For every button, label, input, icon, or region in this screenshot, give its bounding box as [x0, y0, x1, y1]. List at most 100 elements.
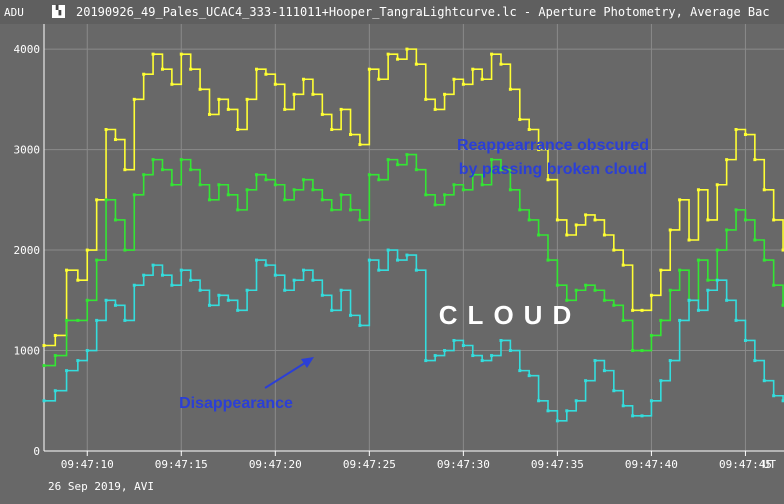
- series-green-point: [743, 218, 747, 222]
- series-cyan-point: [396, 258, 400, 262]
- series-green-point: [668, 288, 672, 292]
- series-yellow-point: [226, 107, 230, 111]
- series-cyan-point: [612, 389, 616, 393]
- series-green-point: [734, 208, 738, 212]
- series-green-point: [565, 298, 569, 302]
- series-yellow-point: [85, 248, 89, 252]
- series-yellow-point: [508, 87, 512, 91]
- series-cyan-point: [377, 268, 381, 272]
- series-green-point: [386, 158, 390, 162]
- series-green-point: [339, 193, 343, 197]
- app-icon[interactable]: ▚: [52, 5, 65, 18]
- series-cyan-point: [189, 278, 193, 282]
- series-cyan-point: [443, 349, 447, 353]
- series-cyan-point: [555, 419, 559, 423]
- series-cyan-point: [781, 399, 784, 403]
- series-green-point: [706, 278, 710, 282]
- series-yellow-point: [443, 92, 447, 96]
- series-green-point: [443, 193, 447, 197]
- series-cyan-point: [725, 298, 729, 302]
- series-yellow-point: [273, 82, 277, 86]
- window-title-bar: ▚ 20190926_49_Pales_UCAC4_333-111011+Hoo…: [0, 0, 784, 24]
- series-cyan-point: [104, 298, 108, 302]
- series-cyan-point: [142, 273, 146, 277]
- series-cyan-point: [283, 288, 287, 292]
- series-green-point: [499, 168, 503, 172]
- series-cyan-point: [198, 288, 202, 292]
- series-cyan-point: [546, 409, 550, 413]
- series-yellow-point: [405, 47, 409, 51]
- series-yellow-point: [668, 228, 672, 232]
- series-yellow-point: [179, 52, 183, 56]
- series-cyan-point: [113, 303, 117, 307]
- series-cyan-point: [461, 344, 465, 348]
- series-green-point: [772, 283, 776, 287]
- series-yellow-point: [762, 188, 766, 192]
- series-cyan-point: [151, 263, 155, 267]
- series-cyan-point: [508, 349, 512, 353]
- series-green-point: [621, 318, 625, 322]
- series-yellow-point: [696, 188, 700, 192]
- series-green-point: [311, 188, 315, 192]
- series-yellow-point: [132, 97, 136, 101]
- series-cyan-point: [593, 359, 597, 363]
- series-green-point: [142, 173, 146, 177]
- series-yellow-point: [320, 112, 324, 116]
- x-tick-label: 09:47:30: [437, 458, 490, 471]
- x-tick-label: 09:47:25: [343, 458, 396, 471]
- series-green-point: [189, 168, 193, 172]
- series-yellow-point: [659, 268, 663, 272]
- series-green-point: [255, 173, 259, 177]
- series-green-point: [678, 268, 682, 272]
- series-yellow-point: [424, 97, 428, 101]
- series-cyan-point: [762, 379, 766, 383]
- annotation-reappearance: Reappearrance obscured by passing broken …: [457, 137, 649, 178]
- series-yellow-point: [377, 77, 381, 81]
- series-green-point: [640, 349, 644, 353]
- series-yellow-point: [687, 238, 691, 242]
- series-cyan-point: [311, 278, 315, 282]
- series-cyan-point: [170, 283, 174, 287]
- series-green-point: [245, 188, 249, 192]
- series-cyan-point: [490, 354, 494, 358]
- series-yellow-point: [490, 52, 494, 56]
- footer-date-label: 26 Sep 2019, AVI: [48, 480, 154, 493]
- series-green-point: [95, 258, 99, 262]
- series-green-point: [433, 203, 437, 207]
- series-yellow-point: [725, 158, 729, 162]
- series-yellow-point: [207, 112, 211, 116]
- series-green-point: [414, 168, 418, 172]
- series-yellow-point: [245, 97, 249, 101]
- series-cyan-point: [358, 323, 362, 327]
- series-yellow-point: [189, 67, 193, 71]
- series-cyan-point: [302, 268, 306, 272]
- series-cyan-point: [734, 318, 738, 322]
- series-green-point: [358, 218, 362, 222]
- y-tick-label: 1000: [14, 345, 41, 358]
- series-green-point: [555, 283, 559, 287]
- series-cyan-point: [255, 258, 259, 262]
- series-cyan-point: [179, 268, 183, 272]
- series-cyan-point: [452, 338, 456, 342]
- series-green-point: [236, 208, 240, 212]
- series-green-point: [584, 283, 588, 287]
- series-cyan-point: [53, 389, 57, 393]
- series-green-point: [659, 318, 663, 322]
- series-yellow-point: [53, 333, 57, 337]
- series-cyan-point: [65, 369, 69, 373]
- series-green-point: [217, 183, 221, 187]
- series-yellow-point: [743, 133, 747, 137]
- series-yellow-point: [311, 92, 315, 96]
- x-tick-label: 09:47:15: [155, 458, 208, 471]
- series-yellow-point: [537, 148, 541, 152]
- x-unit-label: UT: [763, 458, 777, 471]
- series-cyan-point: [565, 409, 569, 413]
- x-tick-label: 09:47:35: [531, 458, 584, 471]
- series-green-point: [537, 233, 541, 237]
- series-green-point: [273, 183, 277, 187]
- series-green-point: [649, 333, 653, 337]
- series-cyan-point: [584, 379, 588, 383]
- series-green-point: [471, 173, 475, 177]
- series-yellow-point: [65, 268, 69, 272]
- y-tick-label: 4000: [14, 43, 41, 56]
